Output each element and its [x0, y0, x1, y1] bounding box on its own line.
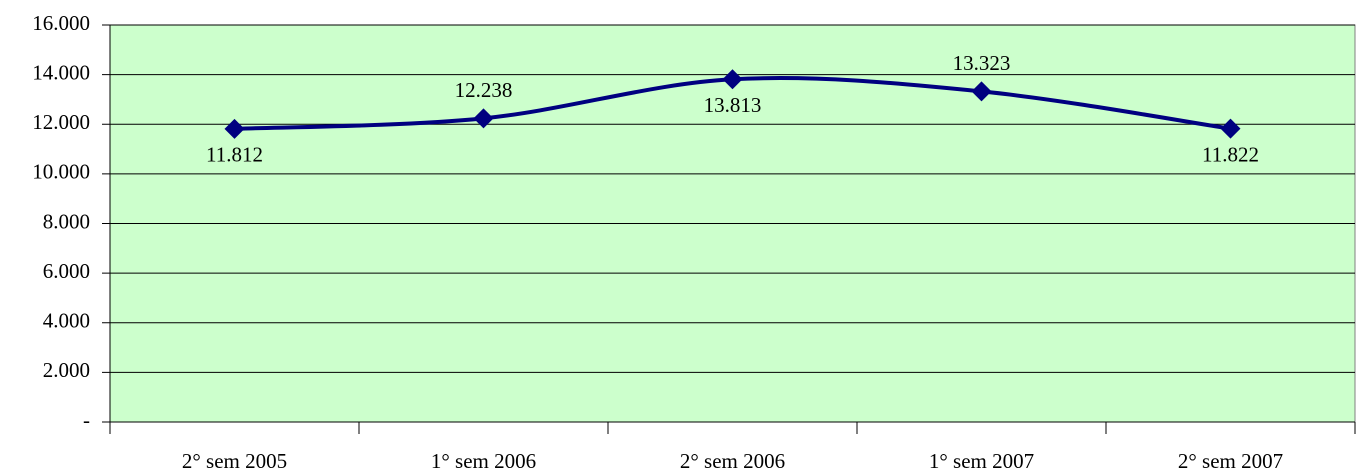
y-tick-label: 10.000: [32, 160, 90, 184]
data-label: 13.323: [953, 51, 1011, 75]
marker: [1220, 118, 1241, 139]
y-tick-label: 4.000: [43, 309, 90, 333]
y-tick-label: 2.000: [43, 358, 90, 382]
marker: [224, 118, 245, 139]
marker: [971, 81, 992, 102]
marker: [473, 108, 494, 129]
marker: [722, 69, 743, 90]
x-tick-label: 2° sem 2007: [1178, 449, 1283, 473]
data-label: 11.822: [1202, 142, 1259, 166]
x-tick-label: 2° sem 2006: [680, 449, 785, 473]
y-tick-label: -: [83, 408, 90, 432]
x-tick-label: 2° sem 2005: [182, 449, 287, 473]
y-tick-label: 8.000: [43, 209, 90, 233]
data-label: 13.813: [704, 93, 762, 117]
y-tick-label: 6.000: [43, 259, 90, 283]
x-tick-label: 1° sem 2006: [431, 449, 536, 473]
y-tick-label: 14.000: [32, 60, 90, 84]
x-tick-label: 1° sem 2007: [929, 449, 1034, 473]
data-label: 11.812: [206, 143, 263, 167]
y-tick-label: 12.000: [32, 110, 90, 134]
y-tick-label: 16.000: [32, 11, 90, 35]
data-label: 12.238: [455, 78, 513, 102]
